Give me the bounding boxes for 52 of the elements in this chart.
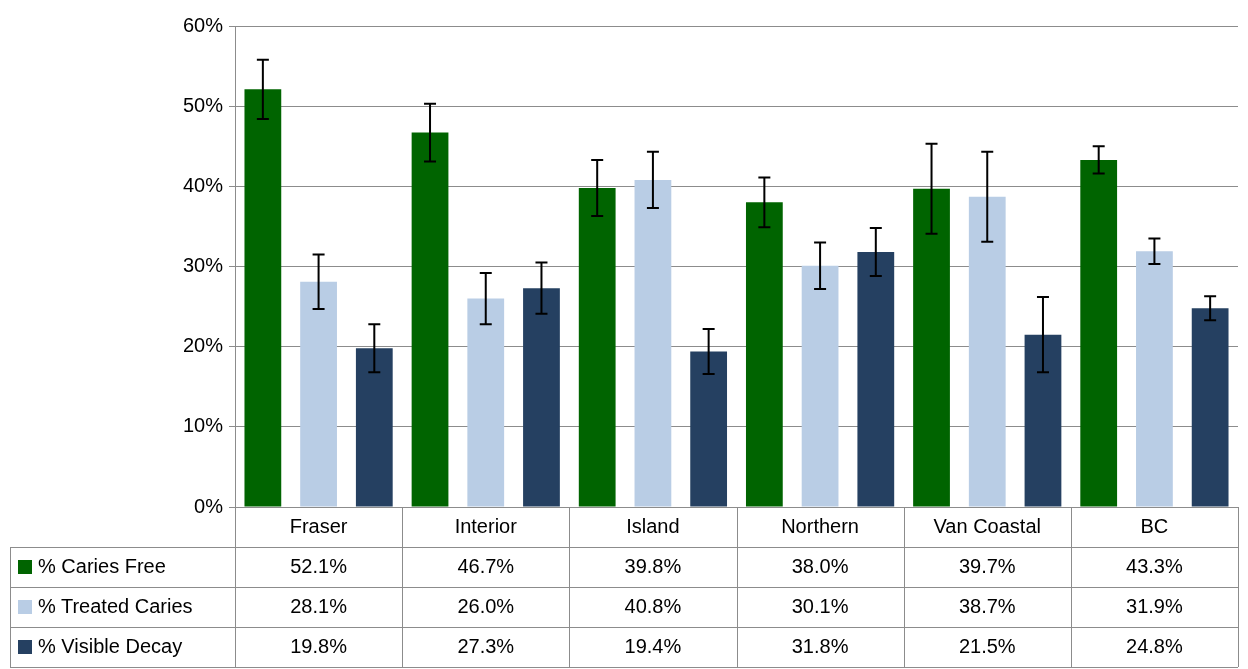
bar bbox=[913, 188, 950, 507]
y-tick-label: 0% bbox=[194, 494, 224, 517]
data-label: 30.1% bbox=[791, 594, 849, 617]
x-tick-label: Interior bbox=[454, 514, 518, 537]
bar bbox=[300, 281, 337, 507]
bar bbox=[355, 348, 393, 507]
x-tick-label: Northern bbox=[781, 514, 859, 537]
y-tick-label: 30% bbox=[182, 254, 224, 277]
bar bbox=[968, 196, 1006, 507]
bar bbox=[1080, 159, 1118, 507]
legend-label: % Caries Free bbox=[38, 554, 166, 577]
x-tick-label: BC bbox=[1140, 514, 1169, 537]
data-label: 39.7% bbox=[958, 554, 1016, 577]
bar bbox=[801, 265, 839, 507]
data-label: 52.1% bbox=[290, 554, 348, 577]
bar bbox=[523, 288, 560, 507]
bar bbox=[857, 252, 895, 507]
bar bbox=[690, 351, 728, 507]
y-tick-label: 10% bbox=[182, 414, 224, 437]
bar bbox=[745, 202, 783, 507]
bar bbox=[411, 132, 449, 507]
bar bbox=[1024, 334, 1062, 507]
data-label: 46.7% bbox=[457, 554, 515, 577]
y-tick-label: 40% bbox=[182, 173, 224, 196]
data-label: 28.1% bbox=[290, 594, 348, 617]
y-tick-label: 50% bbox=[182, 93, 224, 116]
data-label: 31.8% bbox=[791, 634, 849, 657]
x-tick-label: Van Coastal bbox=[933, 514, 1041, 537]
legend-label: % Treated Caries bbox=[38, 594, 193, 617]
bar bbox=[244, 89, 282, 507]
data-label: 26.0% bbox=[457, 594, 515, 617]
data-label: 40.8% bbox=[624, 594, 682, 617]
y-tick-label: 60% bbox=[182, 13, 224, 36]
x-tick-label: Island bbox=[626, 514, 680, 537]
data-label: 27.3% bbox=[457, 634, 515, 657]
data-label: 19.8% bbox=[290, 634, 348, 657]
bar bbox=[578, 187, 616, 507]
data-label: 31.9% bbox=[1126, 594, 1183, 617]
x-tick-label: Fraser bbox=[289, 514, 348, 537]
data-label: 43.3% bbox=[1126, 554, 1183, 577]
y-tick-label: 20% bbox=[182, 334, 224, 357]
bar bbox=[1191, 308, 1229, 507]
data-label: 21.5% bbox=[958, 634, 1016, 657]
bar bbox=[1136, 251, 1173, 507]
bar bbox=[634, 179, 672, 507]
data-label: 38.0% bbox=[791, 554, 849, 577]
data-label: 19.4% bbox=[624, 634, 682, 657]
legend-label: % Visible Decay bbox=[38, 634, 183, 657]
data-label: 24.8% bbox=[1126, 634, 1183, 657]
bar bbox=[467, 298, 505, 507]
data-label: 38.7% bbox=[958, 594, 1016, 617]
data-label: 39.8% bbox=[624, 554, 682, 577]
